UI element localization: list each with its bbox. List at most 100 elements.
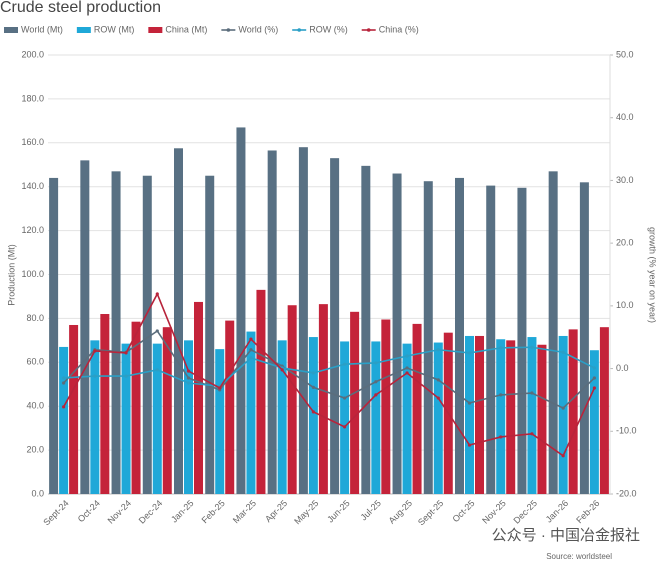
- line-point: [343, 396, 347, 400]
- line-point: [280, 368, 284, 372]
- x-tick-label: Nov-24: [106, 498, 134, 526]
- line-point: [499, 393, 503, 397]
- x-tick-label: Jan-25: [169, 498, 196, 525]
- line-point: [374, 380, 378, 384]
- source: Source: worldsteel: [546, 552, 612, 561]
- line-point: [436, 378, 440, 382]
- bar: [152, 343, 162, 494]
- legend-swatch: [76, 27, 91, 33]
- line-point: [249, 348, 253, 352]
- bar: [433, 342, 443, 494]
- line-point: [343, 362, 347, 366]
- bar: [455, 177, 464, 495]
- bar: [256, 289, 266, 494]
- line-point: [530, 345, 534, 349]
- line-point: [62, 405, 66, 409]
- y2-tick-label: -20.0: [616, 488, 637, 498]
- line-point: [561, 350, 565, 354]
- y2-tick-label: 10.0: [616, 300, 634, 310]
- line-point: [124, 351, 128, 355]
- bar: [402, 343, 412, 494]
- bar: [225, 320, 235, 494]
- line-point: [311, 410, 315, 414]
- legend-label: China (%): [379, 24, 419, 34]
- line: [62, 292, 596, 457]
- line-point: [530, 391, 534, 395]
- x-tick-label: Jul-25: [359, 498, 383, 522]
- bar: [496, 339, 506, 494]
- legend-swatch: [366, 28, 371, 32]
- y2-tick-label: 50.0: [616, 49, 634, 59]
- y2-tick-label: 30.0: [616, 175, 634, 185]
- line-point: [592, 366, 596, 370]
- bar: [350, 311, 360, 494]
- x-tick-label: Dec-24: [137, 498, 165, 526]
- bar: [111, 171, 121, 494]
- legend-swatch: [297, 28, 302, 32]
- y-tick-label: 80.0: [26, 313, 44, 323]
- line-point: [218, 386, 222, 390]
- line-point: [62, 381, 66, 385]
- x-tick-label: Feb-26: [574, 498, 601, 525]
- bar: [589, 350, 599, 494]
- y2-tick-label: 40.0: [616, 112, 634, 122]
- line-point: [186, 369, 191, 373]
- y-tick-label: 20.0: [26, 444, 44, 454]
- line-point: [436, 348, 440, 352]
- line-point: [405, 371, 409, 375]
- y-tick-label: 40.0: [26, 401, 44, 411]
- bar: [277, 340, 287, 494]
- x-tick-label: Apr-25: [263, 498, 289, 524]
- bar: [308, 337, 318, 494]
- bar: [49, 177, 59, 495]
- bar: [174, 148, 183, 494]
- line: [63, 329, 595, 410]
- line-point: [62, 376, 66, 380]
- legend-label: China (Mt): [165, 24, 207, 34]
- line-point: [93, 349, 97, 353]
- bar: [412, 323, 422, 494]
- y2-tick-label: 0.0: [616, 363, 629, 373]
- x-tick-label: Nov-25: [480, 498, 508, 526]
- line-point: [311, 385, 315, 389]
- y-tick-label: 200.0: [21, 49, 44, 59]
- bar: [287, 305, 297, 494]
- bar: [298, 147, 308, 494]
- bar: [142, 175, 152, 494]
- bar: [392, 173, 402, 494]
- x-tick-label: Mar-25: [231, 498, 258, 525]
- line-point: [186, 376, 191, 380]
- line-point: [405, 366, 409, 370]
- bar: [506, 340, 516, 494]
- line-point: [249, 356, 253, 360]
- line-point: [155, 292, 159, 296]
- legend-label: ROW (Mt): [94, 24, 135, 34]
- x-tick-label: Oct-25: [450, 498, 476, 524]
- x-tick-label: Jun-25: [325, 498, 352, 525]
- legend-label: ROW (%): [309, 24, 348, 34]
- line-point: [561, 454, 565, 458]
- line-point: [467, 351, 472, 355]
- x-tick-label: Aug-25: [387, 498, 415, 526]
- legend-swatch: [4, 27, 18, 33]
- line-point: [499, 346, 503, 350]
- bar: [69, 324, 79, 494]
- line-point: [467, 443, 472, 447]
- chart-title: Crude steel production: [0, 0, 161, 16]
- bar: [318, 304, 328, 494]
- legend-swatch: [226, 28, 231, 32]
- line-point: [405, 354, 409, 358]
- line: [63, 346, 595, 387]
- bar: [184, 340, 193, 494]
- bar: [465, 335, 474, 494]
- bar: [548, 171, 558, 494]
- bar: [236, 127, 246, 494]
- bar: [267, 150, 277, 495]
- bar: [90, 340, 100, 494]
- y-tick-label: 100.0: [21, 269, 44, 279]
- y2-axis-title: growth (% year on year): [648, 227, 658, 323]
- bar: [246, 331, 256, 494]
- bar: [527, 337, 537, 494]
- line-point: [530, 432, 534, 436]
